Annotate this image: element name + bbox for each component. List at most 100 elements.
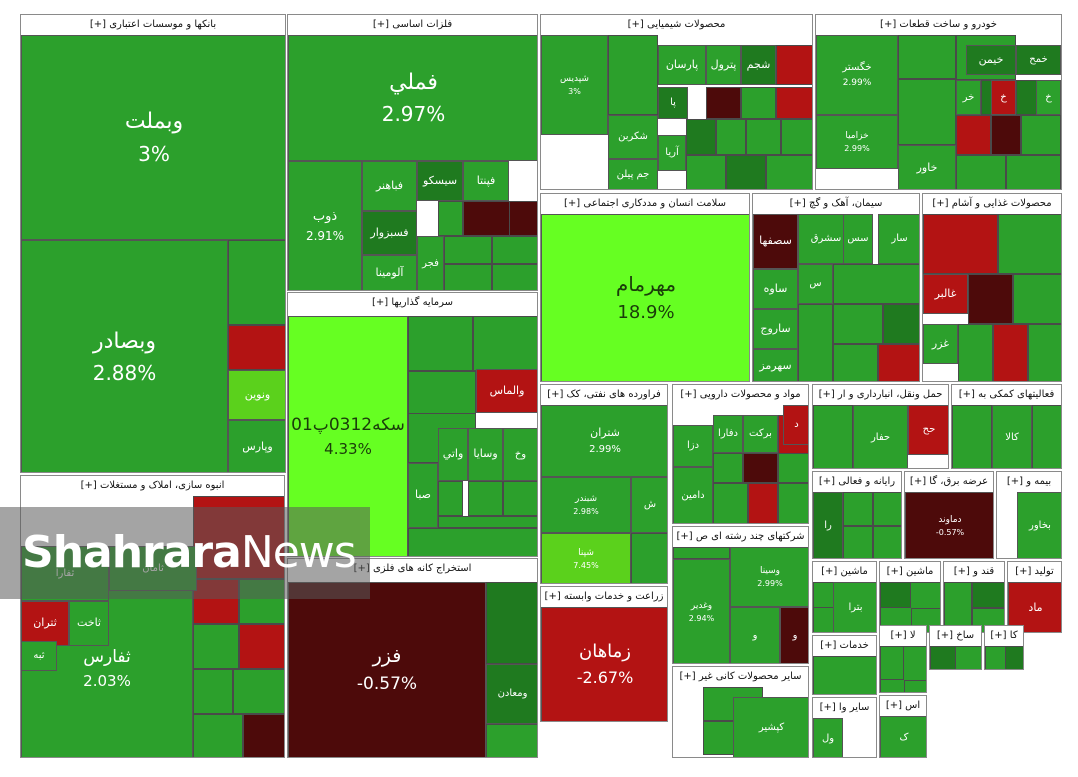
minor-symbol-cell[interactable] [673, 547, 730, 559]
symbol-tile[interactable]: و [730, 607, 780, 663]
minor-symbol-cell[interactable] [873, 526, 901, 558]
symbol-tile[interactable]: سار [878, 214, 919, 264]
symbol-tile[interactable]: وخ [503, 428, 537, 481]
sector-header[interactable]: ساخ [+] [930, 626, 981, 646]
sector-header[interactable]: بانکها و موسسات اعتباری [+] [21, 15, 285, 35]
symbol-tile[interactable]: غالبر [923, 274, 968, 314]
symbol-tile[interactable]: خ [1036, 80, 1061, 115]
minor-symbol-cell[interactable] [228, 240, 285, 325]
symbol-tile[interactable]: سس [843, 214, 873, 264]
minor-symbol-cell[interactable] [239, 624, 284, 669]
minor-symbol-cell[interactable] [898, 35, 956, 79]
symbol-tile[interactable]: وپارس [228, 420, 285, 472]
symbol-tile[interactable]: ماد [1008, 582, 1061, 632]
sector-header[interactable]: عرضه برق، گا [+] [905, 472, 993, 492]
minor-symbol-cell[interactable] [944, 582, 972, 632]
minor-symbol-cell[interactable] [843, 492, 873, 526]
minor-symbol-cell[interactable] [1032, 405, 1061, 468]
symbol-tile[interactable]: پارسان [658, 45, 706, 85]
minor-symbol-cell[interactable] [243, 714, 284, 757]
minor-symbol-cell[interactable] [193, 624, 239, 669]
symbol-tile[interactable]: فجر [417, 236, 444, 290]
symbol-tile[interactable]: شتران 2.99% [541, 405, 667, 477]
minor-symbol-cell[interactable] [486, 724, 537, 757]
symbol-tile[interactable]: دامین [673, 467, 713, 523]
symbol-tile[interactable]: ول [813, 718, 843, 757]
minor-symbol-cell[interactable] [833, 304, 883, 344]
minor-symbol-cell[interactable] [686, 155, 726, 189]
minor-symbol-cell[interactable] [813, 405, 853, 468]
minor-symbol-cell[interactable] [748, 483, 778, 523]
symbol-tile[interactable]: وغدیر 2.94% [673, 559, 730, 663]
symbol-tile[interactable]: و [780, 607, 808, 663]
minor-symbol-cell[interactable] [408, 528, 537, 556]
symbol-tile[interactable]: ذوب 2.91% [288, 161, 362, 290]
minor-symbol-cell[interactable] [509, 201, 537, 236]
minor-symbol-cell[interactable] [898, 79, 956, 145]
minor-symbol-cell[interactable] [972, 582, 1004, 608]
minor-symbol-cell[interactable] [923, 214, 998, 274]
sector-header[interactable]: مواد و محصولات دارویی [+] [673, 385, 808, 405]
symbol-tile[interactable]: ساوه [753, 269, 798, 309]
minor-symbol-cell[interactable] [883, 304, 919, 344]
sector-header[interactable]: زراعت و خدمات وابسته [+] [541, 587, 667, 607]
sector-header[interactable]: انبوه سازی، املاک و مستغلات [+] [21, 476, 284, 496]
sector-header[interactable]: حمل ونقل، انبارداری و ار [+] [813, 385, 948, 405]
symbol-tile[interactable]: دفارا [713, 415, 743, 453]
symbol-tile[interactable]: کالا [992, 405, 1032, 468]
sector-header[interactable]: محصولات غذایی و آشام [+] [923, 194, 1061, 214]
symbol-tile[interactable]: خیمن [966, 45, 1016, 75]
minor-symbol-cell[interactable] [781, 119, 812, 155]
symbol-tile[interactable]: شجم [741, 45, 776, 85]
symbol-tile[interactable]: شکربن [608, 115, 658, 159]
symbol-tile[interactable]: حح [908, 405, 948, 455]
symbol-tile[interactable]: دماوند -0.57% [905, 492, 993, 558]
minor-symbol-cell[interactable] [228, 325, 285, 370]
minor-symbol-cell[interactable] [746, 119, 781, 155]
symbol-tile[interactable]: خر [956, 80, 981, 115]
minor-symbol-cell[interactable] [778, 453, 808, 483]
minor-symbol-cell[interactable] [608, 35, 658, 115]
symbol-tile[interactable]: مهرمام 18.9% [541, 214, 749, 381]
symbol-tile[interactable]: سصفها [753, 214, 798, 269]
symbol-tile[interactable]: د [783, 405, 808, 445]
minor-symbol-cell[interactable] [438, 516, 537, 528]
minor-symbol-cell[interactable] [1006, 155, 1061, 189]
symbol-tile[interactable]: ونوین [228, 370, 285, 420]
sector-header[interactable]: خودرو و ساخت قطعات [+] [816, 15, 1061, 35]
sector-header[interactable]: فلزات اساسی [+] [288, 15, 537, 35]
minor-symbol-cell[interactable] [713, 453, 743, 483]
symbol-tile[interactable]: فسبزوار [362, 211, 417, 255]
minor-symbol-cell[interactable] [956, 155, 1006, 189]
minor-symbol-cell[interactable] [713, 483, 748, 523]
symbol-tile[interactable]: فزر -0.57% [288, 582, 486, 757]
sector-header[interactable]: ماشین [+] [813, 562, 876, 582]
symbol-tile[interactable]: وبملت 3% [21, 35, 285, 240]
symbol-tile[interactable]: حفار [853, 405, 908, 468]
symbol-tile[interactable]: را [813, 492, 843, 558]
symbol-tile[interactable]: بترا [833, 582, 876, 632]
symbol-tile[interactable]: ثبه [21, 641, 57, 671]
symbol-tile[interactable]: آلومينا [362, 255, 417, 290]
symbol-tile[interactable]: آریا [658, 135, 686, 171]
sector-header[interactable]: لا [+] [880, 626, 926, 646]
minor-symbol-cell[interactable] [776, 45, 812, 85]
symbol-tile[interactable]: ثتران [21, 601, 69, 646]
minor-symbol-cell[interactable] [473, 316, 537, 371]
sector-header[interactable]: سیمان، آهک و گچ [+] [753, 194, 919, 214]
symbol-tile[interactable]: شپنا 7.45% [541, 533, 631, 583]
symbol-tile[interactable]: ش [631, 477, 667, 533]
symbol-tile[interactable]: خزامیا 2.99% [816, 115, 898, 169]
symbol-tile[interactable]: ساروج [753, 309, 798, 349]
sector-header[interactable]: سایر محصولات کانی غیر [+] [673, 667, 808, 687]
symbol-tile[interactable]: وسینا 2.99% [730, 547, 808, 607]
sector-header[interactable]: سرمایه گذاریها [+] [288, 293, 537, 313]
symbol-tile[interactable]: سیسکو [417, 161, 463, 201]
minor-symbol-cell[interactable] [492, 236, 537, 264]
minor-symbol-cell[interactable] [408, 316, 473, 371]
symbol-tile[interactable]: س [798, 264, 833, 304]
minor-symbol-cell[interactable] [991, 115, 1021, 155]
minor-symbol-cell[interactable] [193, 669, 233, 714]
minor-symbol-cell[interactable] [1028, 324, 1061, 381]
minor-symbol-cell[interactable] [968, 274, 1013, 324]
